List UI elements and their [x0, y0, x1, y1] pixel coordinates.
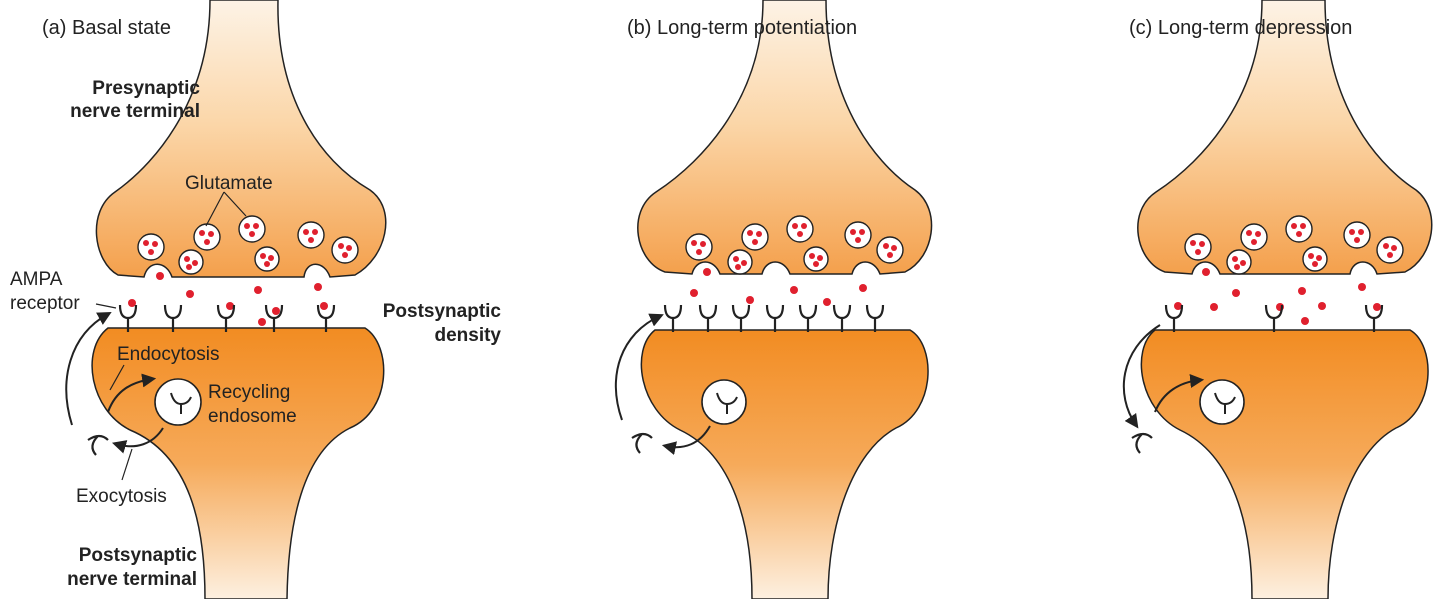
panel-c-title: (c) Long-term depression: [1129, 17, 1352, 39]
ampa-receptors-b: [631, 304, 885, 454]
presynaptic-label-line1: Presynaptic: [92, 78, 200, 99]
label-leader-lines: [109, 191, 247, 481]
recycling-endosome: [154, 378, 202, 426]
vesicles-b: [685, 215, 904, 275]
presynaptic-terminal-b: [637, 0, 933, 275]
postsynaptic-density-label-line1: Postsynaptic: [383, 301, 502, 322]
presynaptic-terminal-c: [1137, 0, 1433, 275]
panel-b-title: (b) Long-term potentiation: [627, 17, 857, 39]
recycling-endosome-c: [1199, 379, 1245, 425]
glutamate-molecules: [128, 272, 328, 326]
endosome-receptor-c: [1214, 392, 1236, 414]
postsynaptic-terminal-c: [1140, 329, 1429, 599]
postsynaptic-terminal-label-line2: nerve terminal: [67, 569, 197, 590]
vesicles-c: [1184, 215, 1404, 275]
glutamate-molecules-c: [1174, 268, 1381, 325]
recycling-endosome-b: [701, 379, 747, 425]
postsynaptic-terminal-b: [640, 329, 929, 599]
trafficking-arrows-c: [1122, 324, 1205, 429]
recycling-label-line1: Recycling: [208, 382, 290, 403]
ampa-label-line1: AMPA: [10, 269, 63, 290]
panel-long-term-potentiation: [614, 0, 933, 599]
panel-a-title: (a) Basal state: [42, 17, 171, 39]
ampa-label-line2: receptor: [10, 293, 80, 314]
ampa-receptors-c: [1131, 304, 1384, 454]
endosome-receptor-b: [716, 392, 738, 414]
endosome-receptor: [170, 392, 192, 414]
glutamate-label: Glutamate: [185, 173, 273, 194]
trafficking-arrows: [65, 311, 164, 454]
postsynaptic-terminal-label-line1: Postsynaptic: [79, 545, 198, 566]
panel-long-term-depression: [1122, 0, 1433, 599]
exocytosis-label: Exocytosis: [76, 486, 167, 507]
endocytosis-label: Endocytosis: [117, 344, 219, 365]
panel-basal-state: [65, 0, 387, 599]
vesicles: [137, 215, 359, 275]
glutamate-molecules-b: [690, 268, 867, 306]
recycling-label-line2: endosome: [208, 406, 297, 427]
ampa-leader-line: [95, 303, 117, 309]
trafficking-arrows-b: [614, 313, 711, 455]
presynaptic-label-line2: nerve terminal: [70, 101, 200, 122]
postsynaptic-density-label-line2: density: [434, 325, 501, 346]
presynaptic-terminal: [95, 0, 387, 278]
